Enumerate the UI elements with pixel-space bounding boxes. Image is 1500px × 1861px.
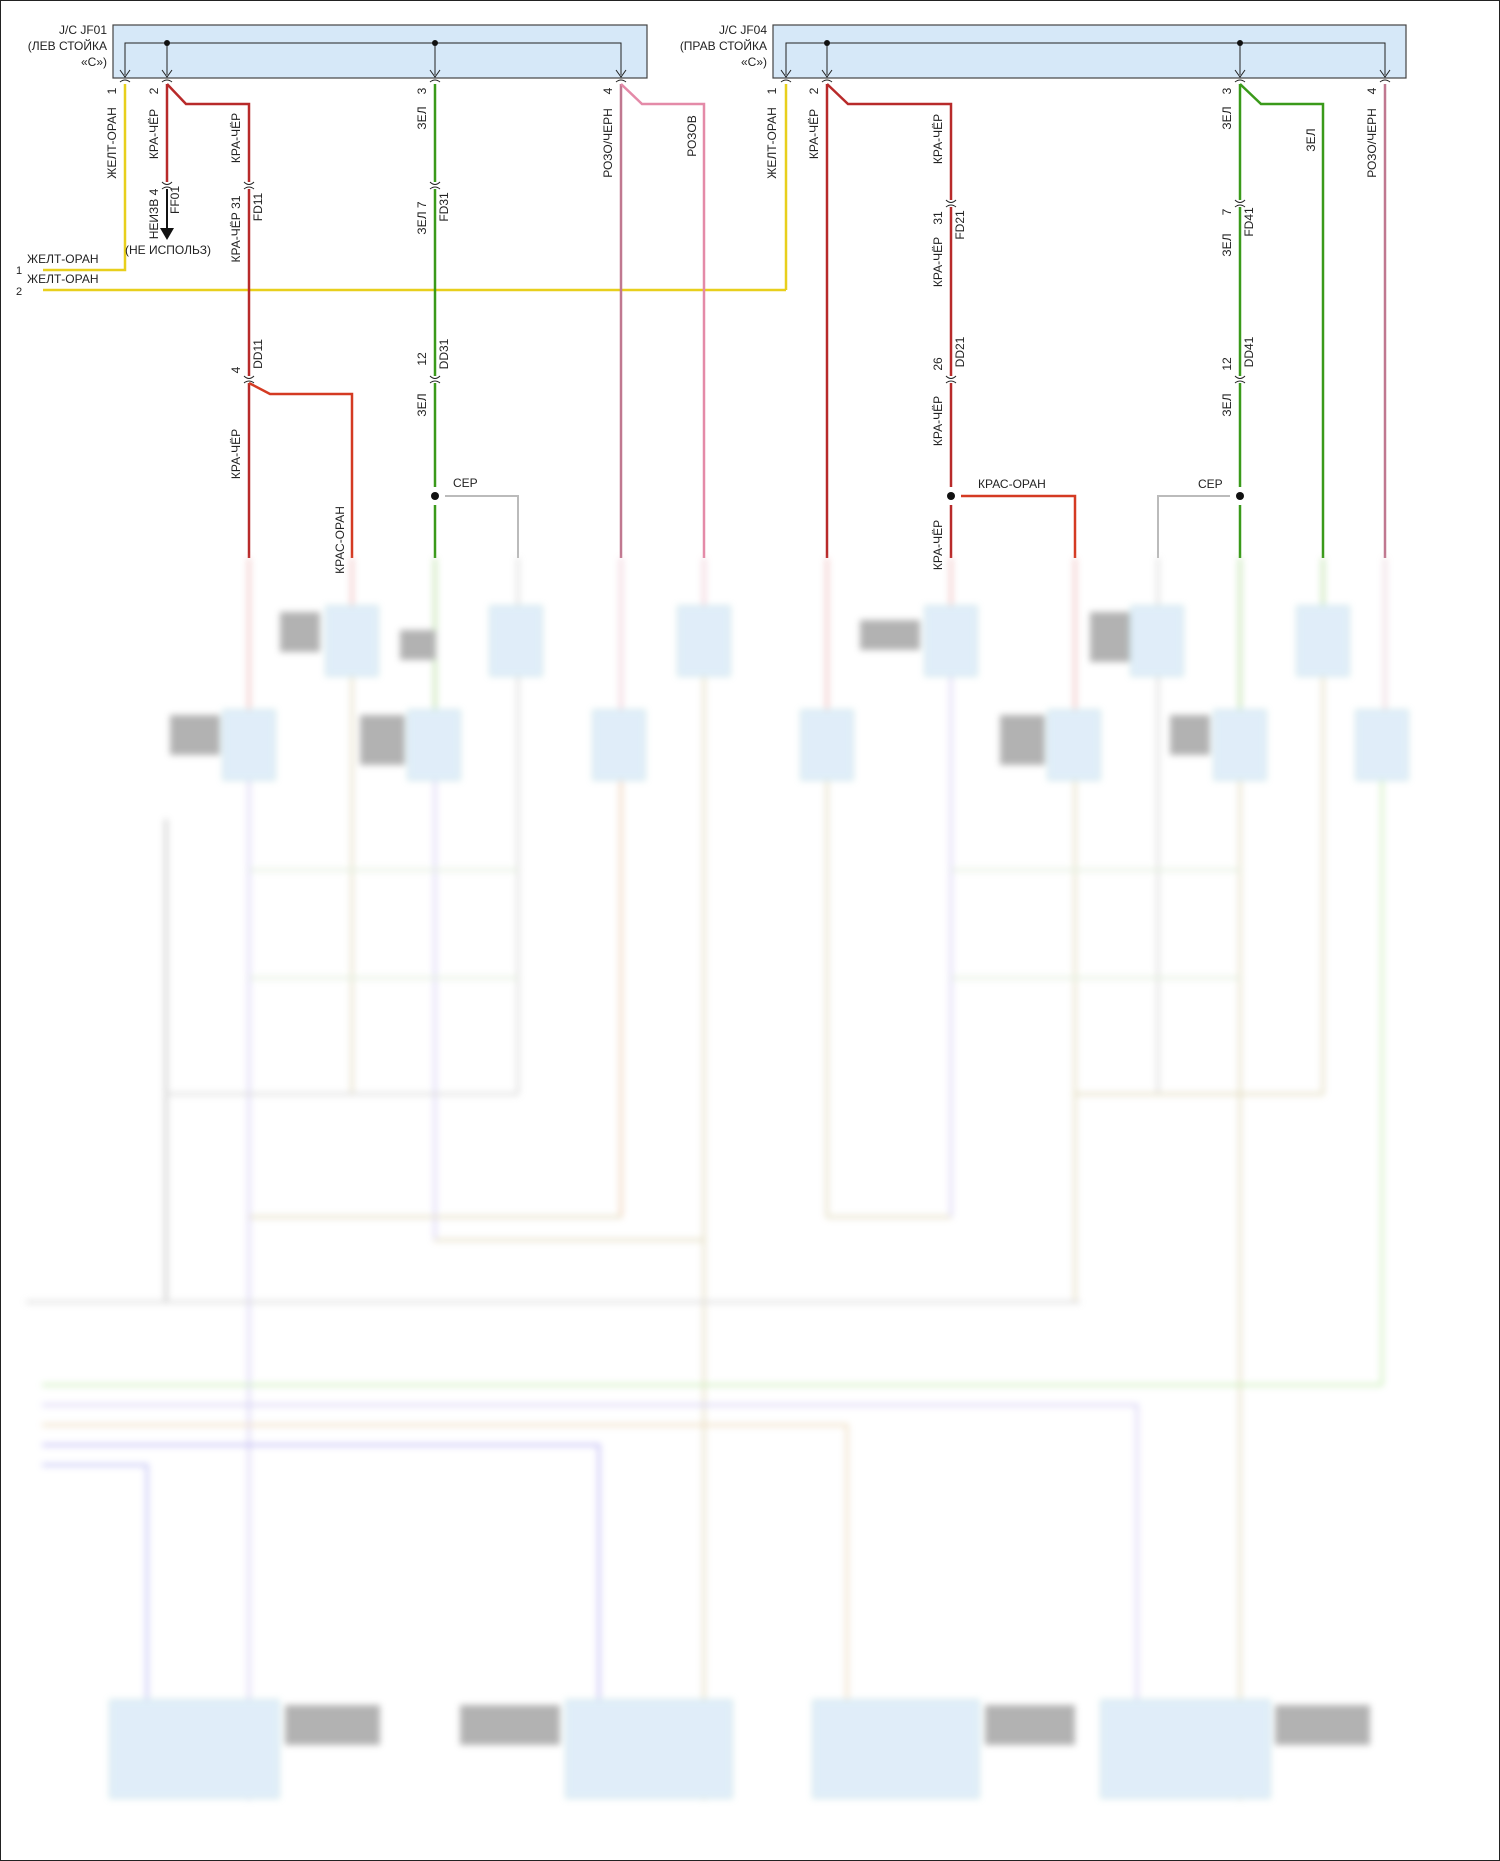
wire-label: ЗЕЛ (1304, 128, 1318, 151)
pin-number: 2 (147, 87, 161, 94)
connector-id: FD21 (953, 210, 967, 240)
wire-label: РОЗО/ЧЕРН (601, 108, 615, 178)
left-connectors (161, 181, 441, 384)
jf04-title: J/C JF04 (719, 23, 767, 37)
wire-label: КРА-ЧЁР (807, 109, 821, 159)
wire-label: КРА-ЧЁР (931, 114, 945, 164)
wire-label: ЗЕЛ (1220, 106, 1234, 129)
blurred-lower-diagram (26, 558, 1409, 1800)
connector-id: FD41 (1242, 207, 1256, 237)
wire-label: КРАС-ОРАН (333, 506, 347, 574)
input-label: ЖЕЛТ-ОРАН (27, 272, 99, 286)
connector-id: DD31 (437, 338, 451, 369)
wire-label: КРА-ЧЁР (931, 520, 945, 570)
pin-number: 4 (601, 87, 615, 94)
wire-label: КРА-ЧЁР (147, 109, 161, 159)
wire-label: ЗЕЛ (1220, 393, 1234, 416)
wire-label: ЗЕЛ (415, 106, 429, 129)
connector-pin: 31 (931, 211, 945, 225)
wire-label: СЕР (1198, 477, 1223, 491)
right-connectors (945, 199, 1246, 384)
wire-label: ЗЕЛ (415, 393, 429, 416)
wire-label: ЖЕЛТ-ОРАН (765, 107, 779, 179)
connector-pin: 4 (229, 366, 243, 373)
wire-label: ЖЕЛТ-ОРАН (105, 107, 119, 179)
connector-id: FF01 (168, 186, 182, 214)
wire-label: КРАС-ОРАН (978, 477, 1046, 491)
jf04-location-c: «С») (741, 55, 767, 69)
pin-number: 4 (1365, 87, 1379, 94)
connector-pin: 7 (1220, 208, 1234, 215)
connector-id: FD31 (437, 192, 451, 222)
connector-pin: НЕИЗВ 4 (147, 188, 161, 239)
wire-label: КРА-ЧЁР (229, 429, 243, 479)
junction-block-jf01 (112, 24, 648, 79)
input-number: 2 (16, 286, 22, 298)
pin-number: 1 (765, 87, 779, 94)
connector-pin: КРА-ЧЁР 31 (229, 195, 243, 262)
jf04-location: (ПРАВ СТОЙКА (680, 38, 767, 53)
wire-label: СЕР (453, 476, 478, 490)
pin-number: 1 (105, 87, 119, 94)
connector-id: DD21 (953, 336, 967, 367)
connector-pin: ЗЕЛ 7 (415, 201, 429, 234)
right-wires (784, 83, 1387, 558)
jf01-title: J/C JF01 (59, 23, 107, 37)
connector-pin: 26 (931, 357, 945, 371)
wire-label: КРА-ЧЁР (229, 113, 243, 163)
pin-number: 2 (807, 87, 821, 94)
junction-block-jf04 (772, 24, 1407, 79)
connector-pin: 12 (415, 352, 429, 366)
pin-number: 3 (415, 87, 429, 94)
connector-id: DD41 (1242, 336, 1256, 367)
connector-id: FD11 (251, 192, 265, 221)
jf01-location: (ЛЕВ СТОЙКА (28, 38, 107, 53)
jf01-location-c: «С») (81, 55, 107, 69)
wire-label: КРА-ЧЁР (931, 237, 945, 287)
unused-note: (НЕ ИСПОЛЬЗ) (125, 243, 211, 257)
input-label: ЖЕЛТ-ОРАН (27, 252, 99, 266)
wire-label: ЗЕЛ (1220, 233, 1234, 256)
pin-number: 3 (1220, 87, 1234, 94)
wire-label: РОЗО/ЧЕРН (1365, 108, 1379, 178)
input-number: 1 (16, 265, 22, 277)
wire-label: РОЗОВ (685, 115, 699, 157)
wire-label: КРА-ЧЁР (931, 396, 945, 446)
pin-arrows (119, 69, 1391, 83)
connector-pin: 12 (1220, 357, 1234, 371)
arrow-down-icon (160, 228, 174, 240)
connector-id: DD11 (251, 339, 265, 369)
left-wires (43, 83, 786, 558)
